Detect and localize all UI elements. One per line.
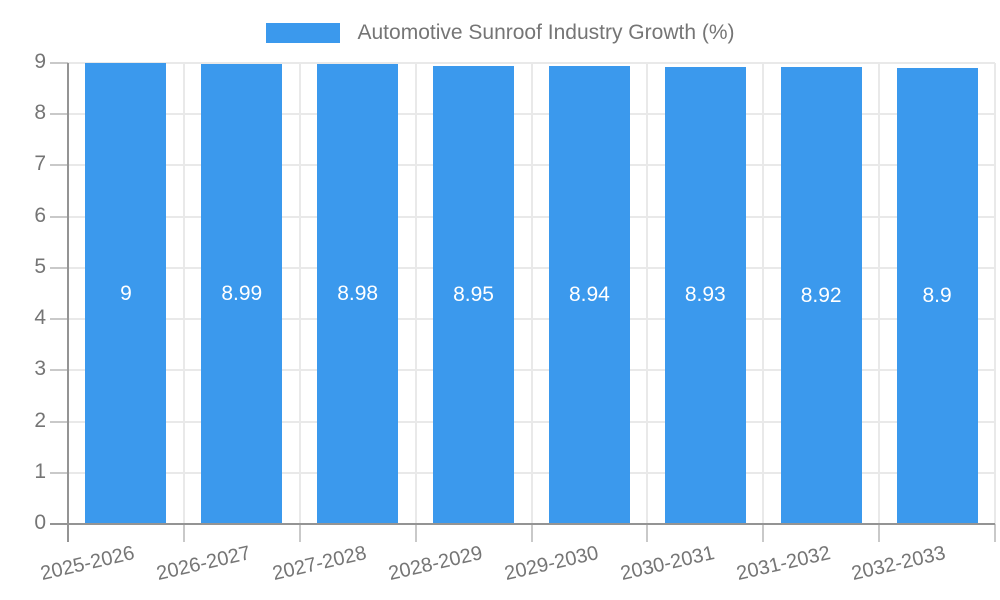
x-axis-tick [762, 524, 765, 542]
bar-value-label: 8.95 [453, 282, 494, 306]
gridline-vertical [762, 63, 765, 524]
gridline-vertical [182, 63, 185, 524]
bar-value-label: 8.92 [800, 283, 842, 307]
y-axis-tick-label: 1 [34, 459, 46, 483]
x-axis-category-label: 2027-2028 [270, 542, 369, 585]
bar[interactable]: 8.95 [433, 65, 515, 524]
legend[interactable]: Automotive Sunroof Industry Growth (%) [0, 21, 1000, 45]
y-axis-tick [50, 420, 68, 423]
x-axis-tick [994, 524, 996, 542]
y-axis-tick-label: 2 [34, 408, 46, 432]
bar[interactable]: 8.92 [780, 67, 862, 524]
gridline-vertical [994, 63, 996, 524]
y-axis-tick [50, 164, 68, 167]
x-axis-category-label: 2025-2026 [38, 542, 137, 585]
gridline-vertical [530, 63, 533, 524]
gridline-vertical [878, 63, 881, 524]
bar-value-label: 8.93 [684, 283, 726, 307]
bar[interactable]: 9 [85, 63, 167, 524]
gridline-vertical [646, 63, 649, 524]
y-axis-tick-label: 8 [34, 101, 46, 125]
y-axis-tick [50, 215, 68, 218]
x-axis-category-label: 2031-2032 [733, 542, 833, 585]
bar[interactable]: 8.99 [201, 63, 283, 524]
y-axis-tick [50, 318, 68, 321]
bar[interactable]: 8.9 [896, 68, 978, 524]
legend-swatch [265, 23, 340, 43]
gridline-vertical [414, 63, 417, 524]
x-axis-category-label: 2030-2031 [618, 542, 717, 585]
y-axis-tick [50, 113, 68, 116]
gridline-vertical [298, 63, 301, 524]
bar-value-label: 8.99 [221, 281, 263, 305]
bar[interactable]: 8.98 [317, 64, 399, 524]
y-axis-tick-label: 9 [34, 50, 46, 73]
bar-value-label: 8.94 [568, 283, 610, 307]
y-axis-tick-label: 6 [34, 203, 46, 227]
x-axis-category-label: 2029-2030 [502, 542, 601, 585]
x-axis-category-label: 2026-2027 [154, 542, 253, 585]
x-axis-tick [182, 524, 185, 542]
y-axis-tick [50, 266, 68, 269]
x-axis-tick [878, 524, 881, 542]
bar-value-label: 8.98 [337, 282, 379, 305]
y-axis-tick-label: 0 [34, 511, 46, 534]
bar[interactable]: 8.94 [548, 66, 630, 524]
x-axis-tick [646, 524, 649, 542]
y-axis-tick [50, 62, 68, 64]
bar-value-label: 9 [120, 281, 132, 305]
x-axis-category-label: 2028-2029 [386, 542, 485, 585]
y-axis-tick-label: 3 [34, 357, 46, 381]
y-axis-tick-label: 7 [34, 152, 46, 176]
x-axis-baseline [50, 523, 995, 525]
y-axis-tick-label: 4 [34, 306, 46, 330]
y-axis-line [67, 63, 69, 542]
y-axis-tick [50, 471, 68, 474]
bar-value-label: 8.9 [922, 284, 952, 308]
x-axis-tick [298, 524, 301, 542]
y-axis-tick-label: 5 [34, 254, 46, 278]
y-axis-tick [50, 369, 68, 372]
bar[interactable]: 8.93 [664, 66, 746, 524]
x-axis-category-label: 2032-2033 [849, 542, 949, 585]
legend-label: Automotive Sunroof Industry Growth (%) [357, 21, 735, 44]
x-axis-tick [414, 524, 417, 542]
x-axis-tick [530, 524, 533, 542]
